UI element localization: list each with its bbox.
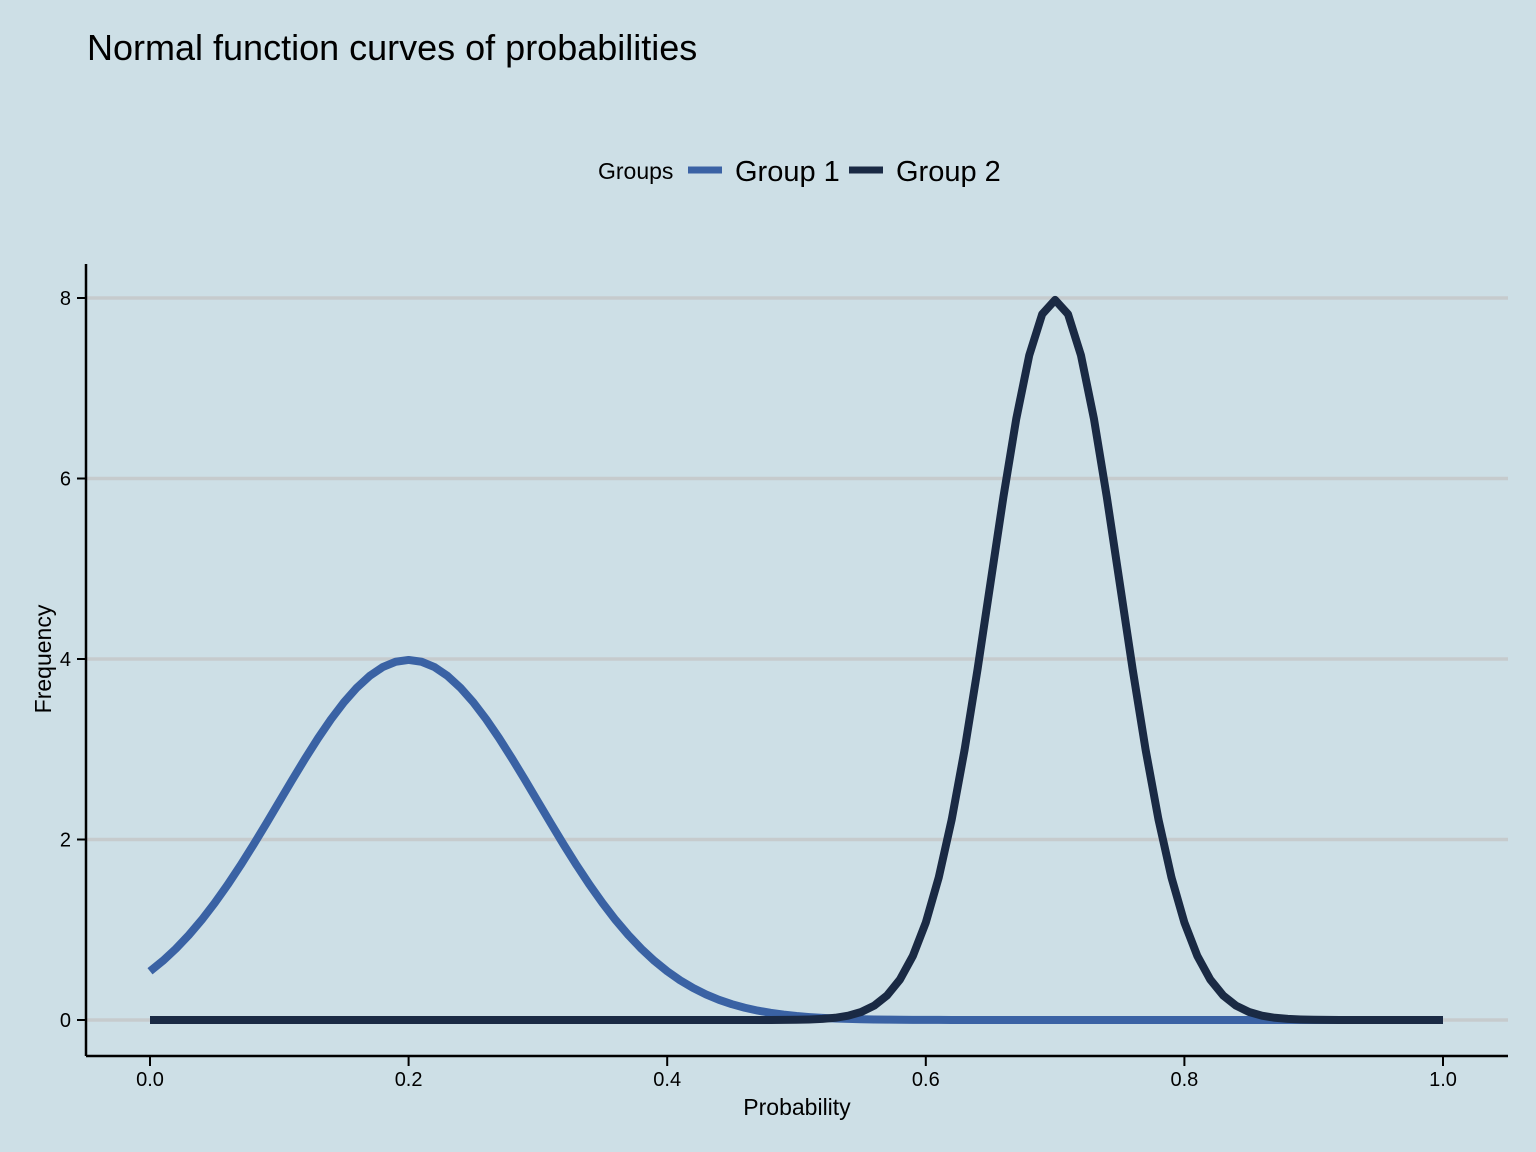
legend-label-group-1: Group 1 bbox=[735, 156, 840, 188]
x-tick-label: 0.0 bbox=[136, 1069, 164, 1091]
x-tick-label: 0.2 bbox=[395, 1069, 423, 1091]
x-tick-label: 0.8 bbox=[1170, 1069, 1198, 1091]
x-tick-label: 1.0 bbox=[1429, 1069, 1457, 1091]
y-ticks: 0 2 4 6 8 bbox=[60, 288, 86, 1032]
y-axis-title: Frequency bbox=[30, 604, 56, 713]
x-ticks: 0.0 0.2 0.4 0.6 0.8 1.0 bbox=[136, 1056, 1457, 1091]
y-tick-label: 8 bbox=[60, 288, 71, 310]
grid-lines bbox=[86, 296, 1508, 1022]
legend-label-group-2: Group 2 bbox=[896, 156, 1001, 188]
chart-title: Normal function curves of probabilities bbox=[87, 27, 697, 68]
x-tick-label: 0.4 bbox=[653, 1069, 681, 1091]
x-axis-title: Probability bbox=[743, 1094, 851, 1120]
y-tick-label: 6 bbox=[60, 469, 71, 491]
series-layer bbox=[147, 295, 1443, 1024]
y-tick-label: 0 bbox=[60, 1010, 71, 1032]
y-tick-label: 4 bbox=[60, 649, 71, 671]
x-tick-label: 0.6 bbox=[912, 1069, 940, 1091]
legend: Groups Group 1 Group 2 bbox=[598, 156, 1001, 188]
series-line-group-2 bbox=[150, 295, 1443, 1024]
legend-title: Groups bbox=[598, 158, 673, 184]
y-tick-label: 2 bbox=[60, 830, 71, 852]
